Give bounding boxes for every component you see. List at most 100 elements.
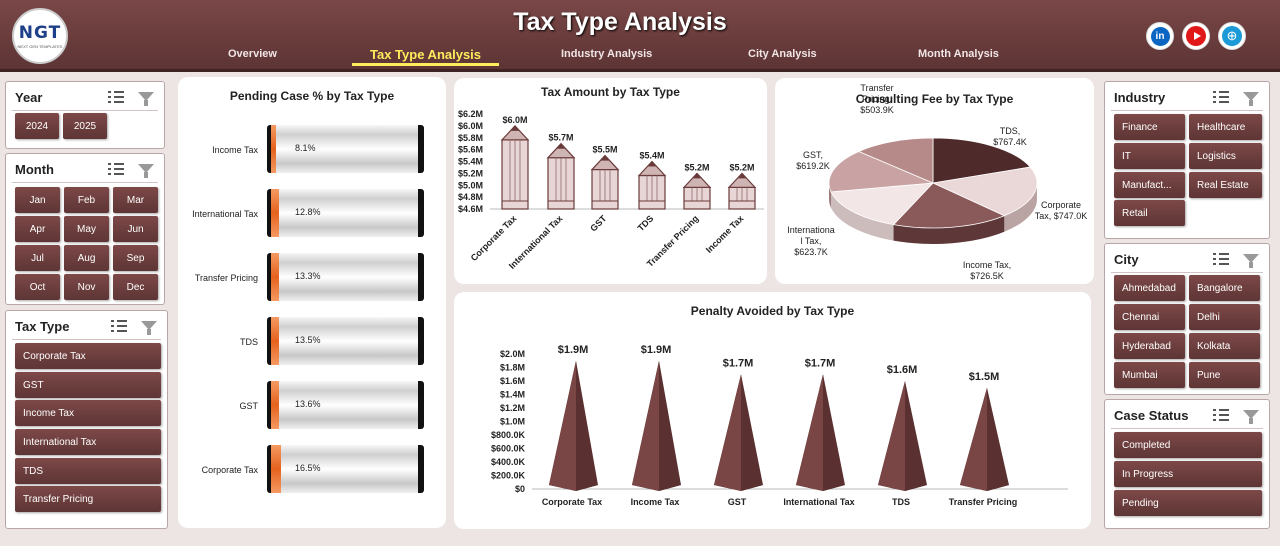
month-may-button[interactable]: May [64,216,109,242]
month-slicer-title: Month [15,162,54,177]
clear-filter-icon[interactable] [138,92,154,106]
city-pune-button[interactable]: Pune [1189,362,1260,388]
youtube-button[interactable] [1182,22,1210,50]
penalty-cone-side [905,381,927,491]
tax-type-gst-button[interactable]: GST [15,372,161,398]
year-2025-button[interactable]: 2025 [63,113,107,139]
linkedin-icon: in [1150,26,1170,46]
tax-amount-chart-title: Tax Amount by Tax Type [541,85,680,99]
clear-filter-icon[interactable] [1243,254,1259,268]
industry-finance-button[interactable]: Finance [1114,114,1185,140]
penalty-bar [714,374,763,491]
city-chennai-button[interactable]: Chennai [1114,304,1185,330]
tab-industry-analysis[interactable]: Industry Analysis [561,48,653,60]
city-ahmedabad-button[interactable]: Ahmedabad [1114,275,1185,301]
month-jun-button[interactable]: Jun [113,216,158,242]
penalty-y-tick: $200.0K [491,471,526,481]
month-sep-button[interactable]: Sep [113,245,158,271]
penalty-cone-face [796,374,823,491]
tab-month-analysis[interactable]: Month Analysis [918,48,999,60]
pie-data-label-line: Income Tax, [963,260,1011,270]
city-kolkata-button[interactable]: Kolkata [1189,333,1260,359]
city-slicer-title: City [1114,252,1139,267]
ngt-logo: NGT NEXT GEN TEMPLATES [12,8,68,64]
city-mumbai-button[interactable]: Mumbai [1114,362,1185,388]
month-nov-button[interactable]: Nov [64,274,109,300]
city-bangalore-button[interactable]: Bangalore [1189,275,1260,301]
pie-slice [828,151,934,193]
month-oct-button[interactable]: Oct [15,274,60,300]
linkedin-button[interactable]: in [1146,22,1174,50]
penalty-data-label: $1.5M [969,371,1000,383]
tax-amount-y-tick: $6.2M [458,109,483,119]
tax-amount-x-tick: Corporate Tax [469,213,519,263]
tax-amount-y-tick: $5.6M [458,145,483,155]
month-jul-button[interactable]: Jul [15,245,60,271]
penalty-bar [549,360,598,491]
month-feb-button[interactable]: Feb [64,187,109,213]
website-button[interactable]: ⊕ [1218,22,1246,50]
tax-type-international-tax-button[interactable]: International Tax [15,429,161,455]
tab-city-analysis[interactable]: City Analysis [748,48,817,60]
case-status-slicer-title: Case Status [1114,408,1189,423]
industry-healthcare-button[interactable]: Healthcare [1189,114,1262,140]
penalty-x-tick: TDS [892,497,910,507]
tax-type-corporate-tax-button[interactable]: Corporate Tax [15,343,161,369]
industry-it-button[interactable]: IT [1114,143,1185,169]
penalty-cone-side [659,360,681,491]
penalty-bar [878,381,927,491]
penalty-bar [796,374,845,491]
tax-type-income-tax-button[interactable]: Income Tax [15,400,161,426]
pending-bar [271,125,276,173]
pending-bar [271,317,280,365]
tax-amount-data-label: $5.2M [684,162,709,172]
month-apr-button[interactable]: Apr [15,216,60,242]
multi-select-icon[interactable] [1213,252,1229,266]
industry-logistics-button[interactable]: Logistics [1189,143,1262,169]
tax-amount-x-tick: GST [588,213,609,234]
industry-retail-button[interactable]: Retail [1114,200,1185,226]
multi-select-icon[interactable] [108,162,124,176]
city-hyderabad-button[interactable]: Hyderabad [1114,333,1185,359]
tab-overview[interactable]: Overview [228,48,277,60]
clear-filter-icon[interactable] [141,321,157,335]
tax-amount-bar-point [693,173,701,179]
pending-category-label: Income Tax [212,145,258,155]
pie-data-label: Transfer Pricing, $503.9K [860,83,894,115]
city-delhi-button[interactable]: Delhi [1189,304,1260,330]
clear-filter-icon[interactable] [1243,92,1259,106]
pie-data-label-line: $619.2K [796,161,830,171]
tab-tax-type-analysis[interactable]: Tax Type Analysis [352,47,500,66]
multi-select-icon[interactable] [108,90,124,104]
penalty-y-tick: $1.2M [500,403,525,413]
status-in-progress-button[interactable]: In Progress [1114,461,1262,487]
penalty-data-label: $1.9M [641,344,672,356]
multi-select-icon[interactable] [1213,408,1229,422]
industry-manufacturing-button[interactable]: Manufact... [1114,172,1185,198]
penalty-y-tick: $1.8M [500,363,525,373]
tax-amount-y-tick: $5.8M [458,133,483,143]
year-2024-button[interactable]: 2024 [15,113,59,139]
status-pending-button[interactable]: Pending [1114,490,1262,516]
pending-data-label: 16.5% [295,463,321,473]
pending-data-label: 12.8% [295,207,321,217]
month-mar-button[interactable]: Mar [113,187,158,213]
multi-select-icon[interactable] [1213,90,1229,104]
industry-real-estate-button[interactable]: Real Estate [1189,172,1262,198]
month-aug-button[interactable]: Aug [64,245,109,271]
penalty-bar [632,360,681,491]
tax-amount-bar-point [511,125,519,131]
month-jan-button[interactable]: Jan [15,187,60,213]
tax-type-transfer-pricing-button[interactable]: Transfer Pricing [15,486,161,512]
pie-data-label-line: $623.7K [794,247,828,257]
clear-filter-icon[interactable] [138,164,154,178]
tax-amount-data-label: $5.4M [639,151,664,161]
tax-amount-bar-point [601,155,609,161]
penalty-y-tick: $1.6M [500,376,525,386]
status-completed-button[interactable]: Completed [1114,432,1262,458]
pie-data-label-line: TDS, [1000,126,1021,136]
month-dec-button[interactable]: Dec [113,274,158,300]
multi-select-icon[interactable] [111,319,127,333]
clear-filter-icon[interactable] [1243,410,1259,424]
tax-type-tds-button[interactable]: TDS [15,458,161,484]
